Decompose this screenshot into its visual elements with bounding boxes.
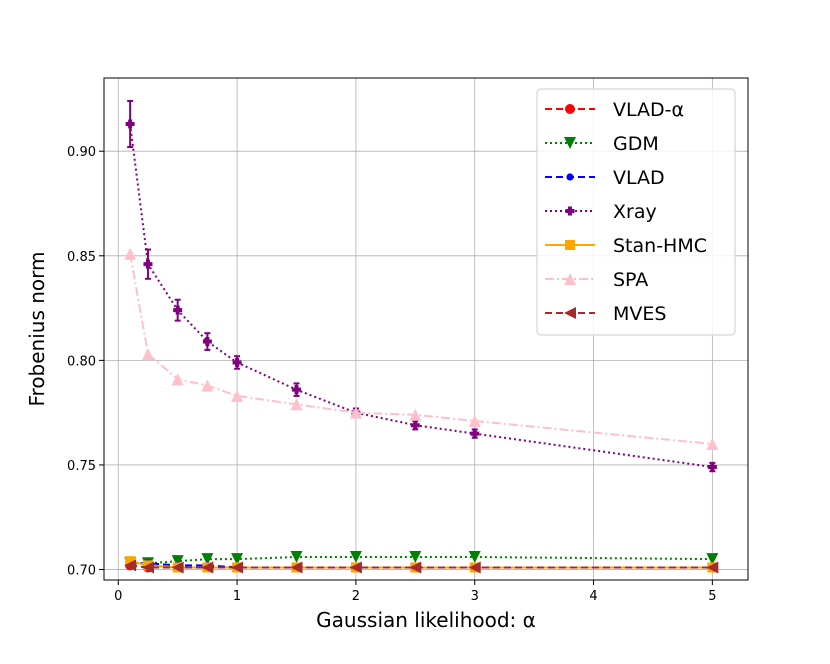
legend-entry: MVES: [545, 303, 666, 325]
data-point: [290, 398, 303, 411]
data-point: [232, 357, 242, 367]
series-xray: [125, 100, 717, 473]
data-point: [143, 259, 153, 269]
x-tick-label: 0: [114, 589, 122, 604]
x-tick-label: 5: [708, 589, 716, 604]
x-tick-label: 1: [233, 589, 241, 604]
legend-label: VLAD: [613, 167, 665, 189]
data-point: [124, 559, 137, 572]
data-point: [171, 561, 184, 574]
legend-marker: [564, 307, 576, 319]
data-point: [231, 389, 244, 402]
legend-label: SPA: [613, 269, 648, 291]
data-point: [706, 553, 719, 566]
data-point: [173, 305, 183, 315]
data-point: [707, 462, 717, 472]
legend-box: [536, 88, 736, 336]
legend-entry: Xray: [545, 201, 657, 223]
legend-label: VLAD-α: [613, 99, 684, 121]
data-point: [291, 385, 301, 395]
series-mves: [124, 559, 719, 574]
data-point: [706, 438, 719, 451]
data-point: [125, 119, 135, 129]
data-point: [349, 550, 362, 563]
data-point: [201, 553, 214, 566]
y-tick-label: 0.75: [67, 459, 96, 474]
y-tick-label: 0.80: [67, 354, 96, 369]
data-point: [290, 550, 303, 563]
y-axis-label: Frobenius norm: [25, 251, 49, 406]
data-point: [201, 561, 214, 574]
data-point: [410, 420, 420, 430]
x-axis-label: Gaussian likelihood: α: [316, 608, 536, 632]
data-point: [290, 561, 303, 574]
data-point: [202, 337, 212, 347]
legend-marker: [565, 104, 575, 114]
legend-entry: SPA: [545, 269, 648, 291]
data-point: [706, 561, 719, 574]
legend-label: MVES: [613, 303, 666, 325]
legend: VLAD-α GDM VLAD Xray Stan-HMC SPA MVES: [536, 88, 736, 336]
series-line: [129, 564, 713, 569]
data-point: [468, 415, 481, 428]
data-point: [231, 561, 244, 574]
legend-marker: [564, 137, 576, 149]
y-tick-label: 0.70: [67, 564, 96, 579]
data-point: [409, 550, 422, 563]
data-point: [349, 406, 362, 419]
data-point: [171, 373, 184, 386]
data-point: [468, 561, 481, 574]
tick-marks: 0 1 2 3 4 5 0.70 0.75 0.80 0.85 0.90: [67, 145, 716, 604]
data-point: [409, 561, 422, 574]
x-tick-label: 3: [471, 589, 479, 604]
data-point: [201, 379, 214, 392]
axes-frame: [103, 77, 749, 581]
data-point: [409, 408, 422, 421]
x-tick-label: 2: [352, 589, 360, 604]
series-spa: [124, 247, 719, 451]
legend-marker: [564, 273, 576, 285]
series-line: [129, 253, 713, 445]
legend-label: Stan-HMC: [613, 235, 707, 257]
legend-marker: [565, 206, 575, 216]
legend-entry: Stan-HMC: [545, 235, 707, 257]
y-tick-label: 0.90: [67, 145, 96, 160]
data-point: [231, 553, 244, 566]
legend-entry: VLAD: [545, 167, 665, 189]
legend-label: GDM: [613, 133, 659, 155]
data-point: [141, 561, 154, 574]
data-point: [124, 247, 137, 260]
data-point: [171, 555, 184, 568]
data-point: [470, 429, 480, 439]
y-tick-label: 0.85: [67, 250, 96, 265]
x-tick-label: 4: [589, 589, 597, 604]
data-point: [349, 561, 362, 574]
legend-entry: VLAD-α: [545, 99, 684, 121]
legend-label: Xray: [613, 201, 657, 223]
legend-marker: [565, 240, 575, 250]
data-point: [468, 550, 481, 563]
series-line: [129, 123, 713, 468]
series-line: [130, 556, 713, 565]
legend-marker: [566, 173, 574, 181]
legend-entry: GDM: [545, 133, 659, 155]
series-layer: [124, 100, 719, 574]
data-point: [125, 556, 136, 567]
data-point: [141, 348, 154, 361]
